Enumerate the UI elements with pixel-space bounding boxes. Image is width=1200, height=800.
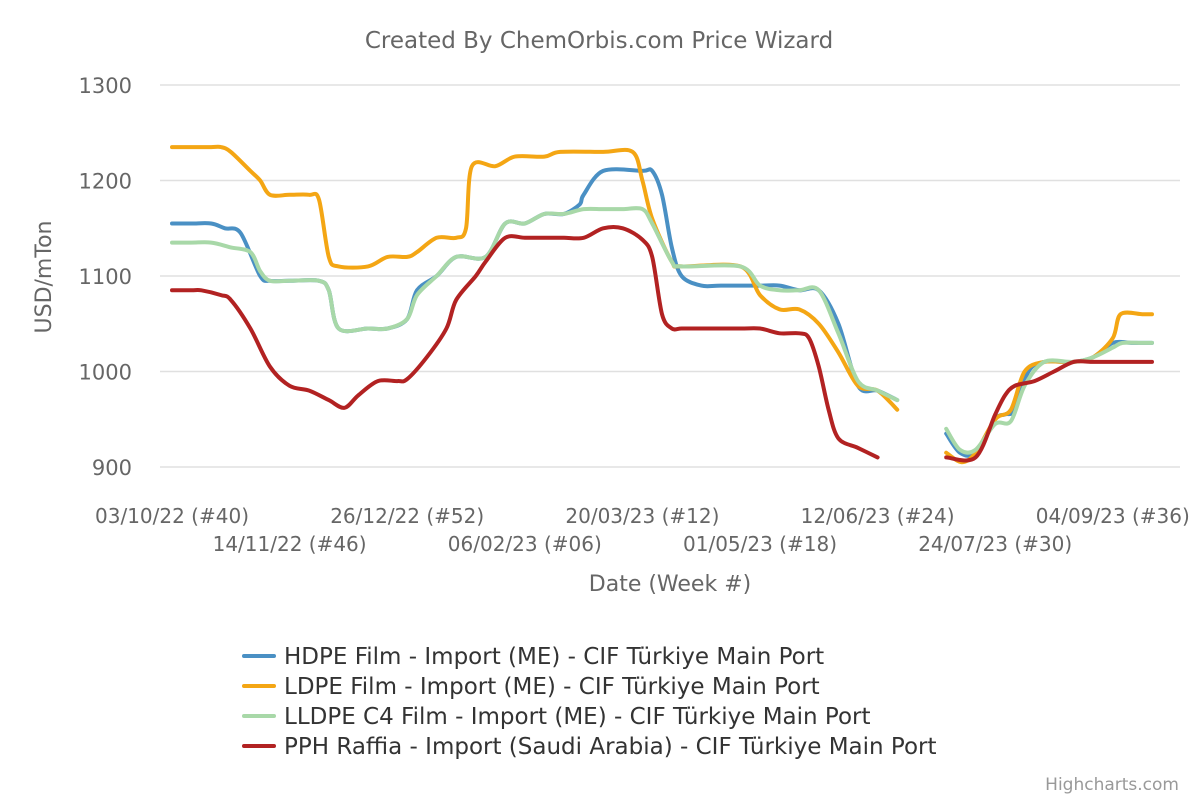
grid [160, 84, 1180, 468]
credits-text[interactable]: Highcharts.com [1045, 775, 1179, 795]
series-group [170, 144, 1154, 465]
legend-item[interactable]: LLDPE C4 Film - Import (ME) - CIF Türkiy… [242, 704, 871, 730]
chart-title: Created By ChemOrbis.com Price Wizard [365, 28, 833, 54]
y-tick-label: 1300 [79, 74, 132, 98]
legend-item[interactable]: PPH Raffia - Import (Saudi Arabia) - CIF… [242, 734, 937, 760]
x-axis-ticks: 03/10/22 (#40) 14/11/22 (#46) 26/12/22 (#5… [95, 504, 1190, 556]
y-tick-label: 900 [92, 456, 132, 480]
x-tick-label: 04/09/23 (#36) [1036, 504, 1190, 528]
series-line[interactable] [170, 206, 1154, 455]
legend-label: LDPE Film - Import (ME) - CIF Türkiye Ma… [284, 674, 820, 700]
x-tick-label: 26/12/22 (#52) [330, 504, 484, 528]
legend-label: HDPE Film - Import (ME) - CIF Türkiye Ma… [284, 644, 824, 670]
y-axis-ticks: 900 1000 1100 1200 1300 [79, 74, 132, 480]
legend-item[interactable]: LDPE Film - Import (ME) - CIF Türkiye Ma… [242, 674, 820, 700]
y-axis-title: USD/mTon [32, 221, 57, 334]
legend-label: PPH Raffia - Import (Saudi Arabia) - CIF… [284, 734, 937, 760]
x-tick-label: 06/02/23 (#06) [448, 532, 602, 556]
x-axis-title: Date (Week #) [589, 572, 751, 597]
x-tick-label: 14/11/22 (#46) [213, 532, 367, 556]
legend-label: LLDPE C4 Film - Import (ME) - CIF Türkiy… [284, 704, 871, 730]
x-tick-label: 12/06/23 (#24) [801, 504, 955, 528]
series-line[interactable] [170, 224, 1154, 463]
y-tick-label: 1100 [79, 265, 132, 289]
x-tick-label: 24/07/23 (#30) [918, 532, 1072, 556]
y-tick-label: 1200 [79, 170, 132, 194]
x-tick-label: 03/10/22 (#40) [95, 504, 249, 528]
legend: HDPE Film - Import (ME) - CIF Türkiye Ma… [242, 644, 937, 760]
x-tick-label: 01/05/23 (#18) [683, 532, 837, 556]
y-tick-label: 1000 [79, 361, 132, 385]
x-tick-label: 20/03/23 (#12) [565, 504, 719, 528]
legend-item[interactable]: HDPE Film - Import (ME) - CIF Türkiye Ma… [242, 644, 824, 670]
